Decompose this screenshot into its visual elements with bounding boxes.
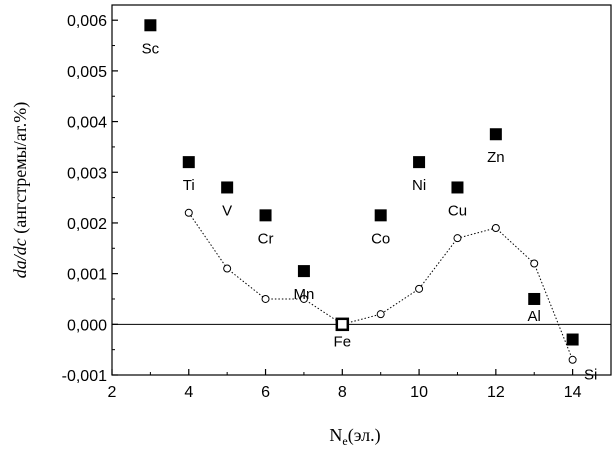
- square-point-mn: [297, 265, 310, 278]
- x-tick-label: 14: [564, 384, 582, 401]
- open-circle-point: [299, 294, 308, 303]
- element-label-fe: Fe: [334, 333, 352, 350]
- x-tick-label: 4: [184, 384, 193, 401]
- plot-frame: [111, 4, 612, 376]
- x-axis-title: Ne(эл.): [329, 425, 380, 448]
- open-circle-point: [376, 310, 385, 319]
- x-tick-label: 8: [338, 384, 347, 401]
- square-point-sc: [144, 19, 157, 32]
- square-point-al: [528, 292, 541, 305]
- y-tick-label: -0,001: [62, 368, 107, 385]
- x-tick-label: 10: [410, 384, 428, 401]
- square-point-cr: [259, 209, 272, 222]
- open-circle-point: [223, 264, 232, 273]
- x-tick-label: 2: [108, 384, 117, 401]
- y-tick-label: 0,000: [67, 317, 107, 334]
- element-label-si: Si: [584, 367, 597, 384]
- open-circle-point: [530, 259, 539, 268]
- y-tick-label: 0,003: [67, 165, 107, 182]
- open-circle-point: [261, 294, 270, 303]
- element-label-cu: Cu: [448, 202, 467, 219]
- element-label-sc: Sc: [142, 40, 160, 57]
- element-label-co: Co: [371, 230, 390, 247]
- square-point-v: [221, 181, 234, 194]
- square-point-fe: [335, 317, 350, 332]
- open-circle-point: [415, 284, 424, 293]
- series-line-open-circles: [188, 212, 574, 360]
- element-label-al: Al: [528, 308, 541, 325]
- x-tick-label: 12: [487, 384, 505, 401]
- open-circle-point: [184, 208, 193, 217]
- element-label-v: V: [222, 202, 232, 219]
- square-point-si: [566, 333, 579, 346]
- square-point-ni: [413, 156, 426, 169]
- open-circle-point: [453, 234, 462, 243]
- x-tick-label: 6: [261, 384, 270, 401]
- element-label-cr: Cr: [258, 230, 274, 247]
- square-point-zn: [489, 128, 502, 141]
- open-circle-point: [568, 355, 577, 364]
- y-tick-label: 0,001: [67, 267, 107, 284]
- open-circle-point: [491, 224, 500, 233]
- element-label-ni: Ni: [412, 177, 426, 194]
- y-tick-label: 0,004: [67, 115, 107, 132]
- element-label-ti: Ti: [183, 177, 195, 194]
- square-point-co: [374, 209, 387, 222]
- y-axis-title: da/dc (ангстремы/ат.%): [10, 102, 31, 279]
- square-point-cu: [451, 181, 464, 194]
- y-tick-label: 0,005: [67, 64, 107, 81]
- y-tick-label: 0,006: [67, 13, 107, 30]
- y-tick-label: 0,002: [67, 216, 107, 233]
- element-label-zn: Zn: [487, 149, 505, 166]
- element-label-mn: Mn: [294, 286, 315, 303]
- square-point-ti: [182, 156, 195, 169]
